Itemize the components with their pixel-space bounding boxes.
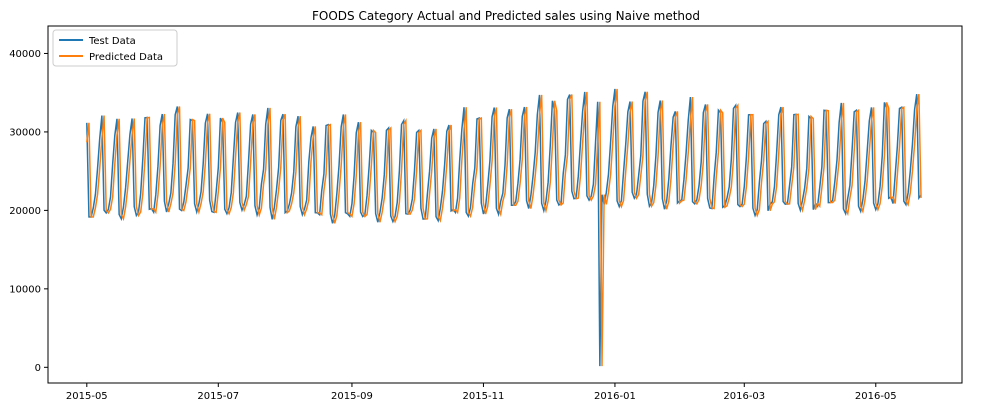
y-tick-label: 30000 bbox=[9, 127, 41, 138]
x-tick-label: 2015-05 bbox=[66, 391, 108, 402]
legend-label-predicted: Predicted Data bbox=[89, 52, 163, 63]
y-tick-label: 10000 bbox=[9, 284, 41, 295]
plot-frame bbox=[47, 25, 963, 384]
x-tick-label: 2016-03 bbox=[723, 391, 765, 402]
series-line-test-data bbox=[86, 88, 922, 367]
x-tick-label: 2015-07 bbox=[197, 391, 239, 402]
x-axis: 2015-05 2015-07 2015-09 2015-11 2016-01 2016-… bbox=[66, 383, 897, 402]
x-tick-label: 2016-01 bbox=[594, 391, 636, 402]
x-tick-label: 2016-05 bbox=[855, 391, 897, 402]
legend-box bbox=[52, 29, 178, 67]
y-axis: 0 10000 20000 30000 40000 bbox=[9, 49, 48, 374]
chart-title: FOODS Category Actual and Predicted sale… bbox=[312, 9, 700, 23]
x-tick-label: 2015-09 bbox=[331, 391, 373, 402]
series-line-predicted-data bbox=[86, 88, 922, 367]
y-tick-label: 40000 bbox=[9, 49, 41, 60]
y-tick-label: 20000 bbox=[9, 206, 41, 217]
series-lines bbox=[86, 88, 922, 367]
x-tick-label: 2015-11 bbox=[463, 391, 505, 402]
legend: Test Data Predicted Data bbox=[52, 29, 178, 67]
legend-label-test: Test Data bbox=[88, 36, 136, 47]
y-tick-label: 0 bbox=[35, 363, 41, 374]
